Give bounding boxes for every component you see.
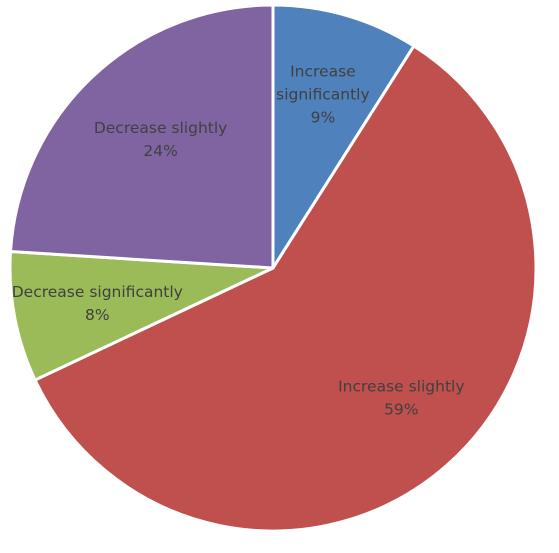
pie-label-0: Increase significantly 9% xyxy=(276,62,370,126)
pie-label-category: Decrease slightly xyxy=(94,119,228,137)
pie-label-1: Increase slightly 59% xyxy=(338,378,464,419)
pie-slice-2 xyxy=(8,249,275,382)
pie-label-percent: 59% xyxy=(384,401,418,419)
pie-label-category: Increase xyxy=(290,62,356,80)
pie-label-percent: 24% xyxy=(143,142,177,160)
pie-label-3: Decrease slightly 24% xyxy=(94,119,228,160)
pie-slices xyxy=(8,3,538,533)
pie-slice-3 xyxy=(9,3,275,270)
pie-slice-1 xyxy=(33,44,538,533)
pie-label-percent: 8% xyxy=(85,306,110,324)
pie-label-category: Increase slightly xyxy=(338,378,464,396)
pie-label-category: Decrease significantly xyxy=(12,283,183,301)
pie-slice-0 xyxy=(271,3,416,270)
pie-label-percent: 9% xyxy=(311,108,336,126)
pie-labels: Increase significantly 9% Increase slightly… xyxy=(12,62,465,418)
pie-label-2: Decrease significantly 8% xyxy=(12,283,183,324)
pie-label-category: significantly xyxy=(276,85,370,103)
